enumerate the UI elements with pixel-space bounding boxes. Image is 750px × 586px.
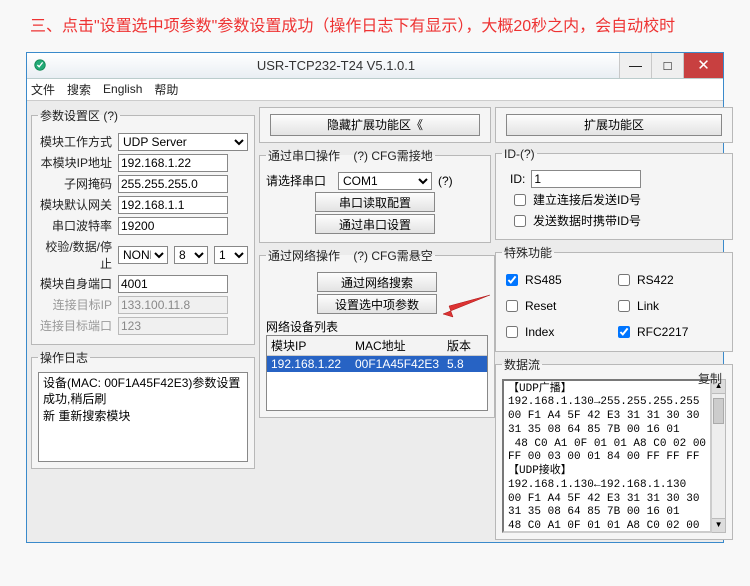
- rfc2217-checkbox[interactable]: [618, 326, 630, 338]
- send-id-with-data-checkbox[interactable]: [514, 215, 526, 227]
- param-zone-group: 参数设置区 (?) 模块工作方式 UDP Server 本模块IP地址 子网掩码: [31, 107, 255, 345]
- ip-input[interactable]: [118, 154, 228, 172]
- oplog-line: 设备(MAC: 00F1A45F42E3)参数设置成功,稍后刷: [43, 375, 243, 409]
- parity-select[interactable]: NONE: [118, 246, 168, 264]
- menu-english[interactable]: English: [103, 82, 142, 96]
- net-list-row[interactable]: 192.168.1.22 00F1A45F42E3 5.8: [267, 356, 487, 372]
- net-op-group: 通过网络操作 (?) CFG需悬空 通过网络搜索 设置选中项参数 网络设备列表 …: [259, 247, 495, 418]
- special-group: 特殊功能 RS485 RS422 Reset Link Index RFC221…: [495, 244, 733, 352]
- datastream-text[interactable]: 【UDP广播】 192.168.1.130→255.255.255.255 00…: [502, 379, 712, 533]
- id-input[interactable]: [531, 170, 641, 188]
- app-icon: [27, 53, 53, 78]
- serial-op-legend: 通过串口操作 (?) CFG需接地: [266, 147, 435, 164]
- datastream-scrollbar[interactable]: ▲ ▼: [712, 379, 726, 533]
- gw-label: 模块默认网关: [38, 196, 112, 213]
- rs485-label: RS485: [525, 273, 562, 287]
- send-id-on-connect-label: 建立连接后发送ID号: [533, 191, 641, 208]
- id-group: ID-(?) ID: 建立连接后发送ID号 发送数据时携带ID号: [495, 147, 733, 240]
- titlebar: USR-TCP232-T24 V5.1.0.1 — □ ✕: [27, 53, 723, 79]
- app-window: USR-TCP232-T24 V5.1.0.1 — □ ✕ 文件 搜索 Engl…: [26, 52, 724, 543]
- serial-help[interactable]: (?): [438, 174, 453, 188]
- serial-read-cfg-button[interactable]: 串口读取配置: [315, 192, 435, 212]
- param-zone-legend: 参数设置区 (?): [38, 107, 120, 124]
- mask-input[interactable]: [118, 175, 228, 193]
- ext-zone-group: 扩展功能区: [495, 107, 733, 143]
- oplog-text: 设备(MAC: 00F1A45F42E3)参数设置成功,稍后刷 新 重新搜索模块: [38, 372, 248, 462]
- mid-top-group: 隐藏扩展功能区《: [259, 107, 491, 143]
- menu-help[interactable]: 帮助: [154, 81, 178, 98]
- databits-select[interactable]: 8: [174, 246, 208, 264]
- net-search-button[interactable]: 通过网络搜索: [317, 272, 437, 292]
- scroll-thumb[interactable]: [713, 398, 724, 424]
- rs422-label: RS422: [637, 273, 674, 287]
- id-legend: ID-(?): [502, 147, 537, 161]
- set-selected-params-button[interactable]: 设置选中项参数: [317, 294, 437, 314]
- hide-ext-button[interactable]: 隐藏扩展功能区《: [270, 114, 480, 136]
- index-checkbox[interactable]: [506, 326, 518, 338]
- rs422-checkbox[interactable]: [618, 274, 630, 286]
- baud-label: 串口波特率: [38, 217, 112, 234]
- dstport-label: 连接目标端口: [38, 317, 112, 334]
- oplog-line: 新 重新搜索模块: [43, 408, 243, 425]
- send-id-with-data-label: 发送数据时携带ID号: [533, 212, 641, 229]
- send-id-on-connect-checkbox[interactable]: [514, 194, 526, 206]
- oplog-legend: 操作日志: [38, 349, 90, 366]
- stopbits-select[interactable]: 1: [214, 246, 248, 264]
- reset-checkbox[interactable]: [506, 300, 518, 312]
- rfc2217-label: RFC2217: [637, 325, 688, 339]
- net-device-list[interactable]: 模块IP MAC地址 版本 192.168.1.22 00F1A45F42E3 …: [266, 335, 488, 411]
- net-op-legend: 通过网络操作 (?) CFG需悬空: [266, 247, 435, 264]
- close-button[interactable]: ✕: [683, 53, 723, 78]
- maximize-button[interactable]: □: [651, 53, 683, 78]
- scroll-down-icon[interactable]: ▼: [712, 518, 725, 532]
- datastream-group: 数据流 复制 【UDP广播】 192.168.1.130→255.255.255…: [495, 356, 733, 540]
- mask-label: 子网掩码: [38, 175, 112, 192]
- parity-label: 校验/数据/停止: [38, 238, 112, 272]
- ip-label: 本模块IP地址: [38, 154, 112, 171]
- link-checkbox[interactable]: [618, 300, 630, 312]
- workmode-label: 模块工作方式: [38, 133, 112, 150]
- port-label: 模块自身端口: [38, 275, 112, 292]
- window-title: USR-TCP232-T24 V5.1.0.1: [53, 53, 619, 78]
- menubar: 文件 搜索 English 帮助: [27, 79, 723, 101]
- serial-op-group: 通过串口操作 (?) CFG需接地 请选择串口 COM1 (?) 串口读取配置 …: [259, 147, 491, 243]
- serial-port-select[interactable]: COM1: [338, 172, 432, 190]
- baud-input[interactable]: [118, 217, 228, 235]
- copy-link[interactable]: 复制: [698, 370, 722, 387]
- port-input[interactable]: [118, 275, 228, 293]
- menu-search[interactable]: 搜索: [67, 81, 91, 98]
- serial-select-label: 请选择串口: [266, 172, 332, 189]
- id-label: ID:: [510, 172, 525, 186]
- datastream-legend: 数据流: [502, 356, 542, 373]
- special-legend: 特殊功能: [502, 244, 554, 261]
- minimize-button[interactable]: —: [619, 53, 651, 78]
- dstip-input: [118, 296, 228, 314]
- instruction-text: 三、点击"设置选中项参数"参数设置成功（操作日志下有显示），大概20秒之内，会自…: [20, 10, 730, 52]
- oplog-group: 操作日志 设备(MAC: 00F1A45F42E3)参数设置成功,稍后刷 新 重…: [31, 349, 255, 469]
- net-list-header: 模块IP MAC地址 版本: [267, 336, 487, 356]
- dstip-label: 连接目标IP: [38, 296, 112, 313]
- gw-input[interactable]: [118, 196, 228, 214]
- serial-set-button[interactable]: 通过串口设置: [315, 214, 435, 234]
- link-label: Link: [637, 299, 659, 313]
- ext-zone-button[interactable]: 扩展功能区: [506, 114, 722, 136]
- reset-label: Reset: [525, 299, 556, 313]
- net-list-label: 网络设备列表: [266, 318, 488, 335]
- menu-file[interactable]: 文件: [31, 81, 55, 98]
- rs485-checkbox[interactable]: [506, 274, 518, 286]
- workmode-select[interactable]: UDP Server: [118, 133, 248, 151]
- dstport-input: [118, 317, 228, 335]
- index-label: Index: [525, 325, 554, 339]
